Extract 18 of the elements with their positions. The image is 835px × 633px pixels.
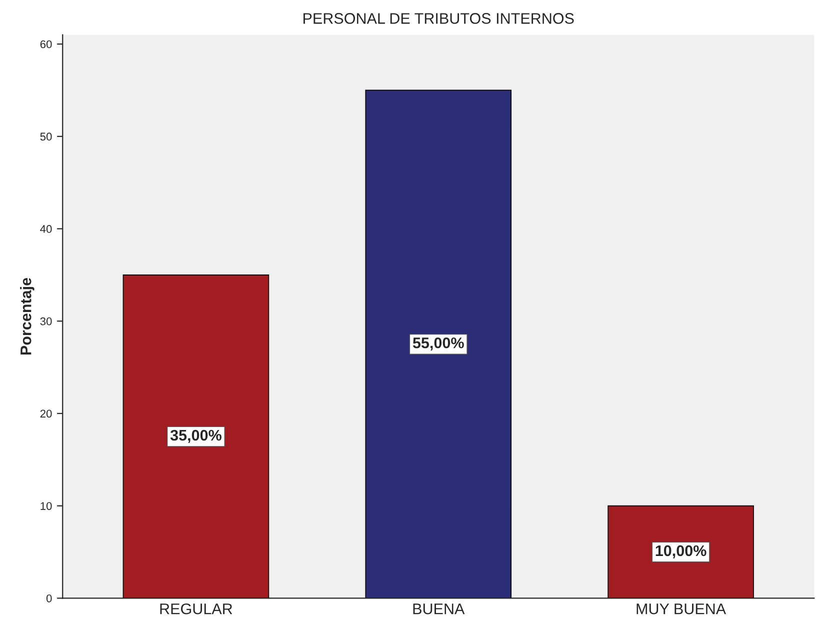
x-tick-label: MUY BUENA: [636, 604, 726, 614]
chart-title: PERSONAL DE TRIBUTOS INTERNOS: [304, 13, 574, 24]
y-tick-label: 30: [40, 317, 52, 326]
bar: [122, 274, 270, 598]
bar: [365, 90, 512, 598]
data-label: 10,00%: [656, 545, 706, 558]
y-tick-label: 0: [46, 594, 52, 602]
y-tick-label: 20: [40, 410, 52, 418]
bar: [608, 505, 754, 598]
y-tick-label: 50: [40, 132, 52, 141]
y-tick-label: 40: [40, 225, 52, 233]
y-tick-label: 60: [40, 40, 52, 48]
y-axis-title: Porcentaje: [20, 278, 34, 355]
y-tick-label: 10: [40, 502, 52, 510]
data-label: 55,00%: [412, 337, 464, 351]
data-label: 35,00%: [170, 430, 222, 443]
x-tick-label: REGULAR: [160, 603, 232, 614]
x-tick-label: BUENA: [413, 604, 465, 614]
